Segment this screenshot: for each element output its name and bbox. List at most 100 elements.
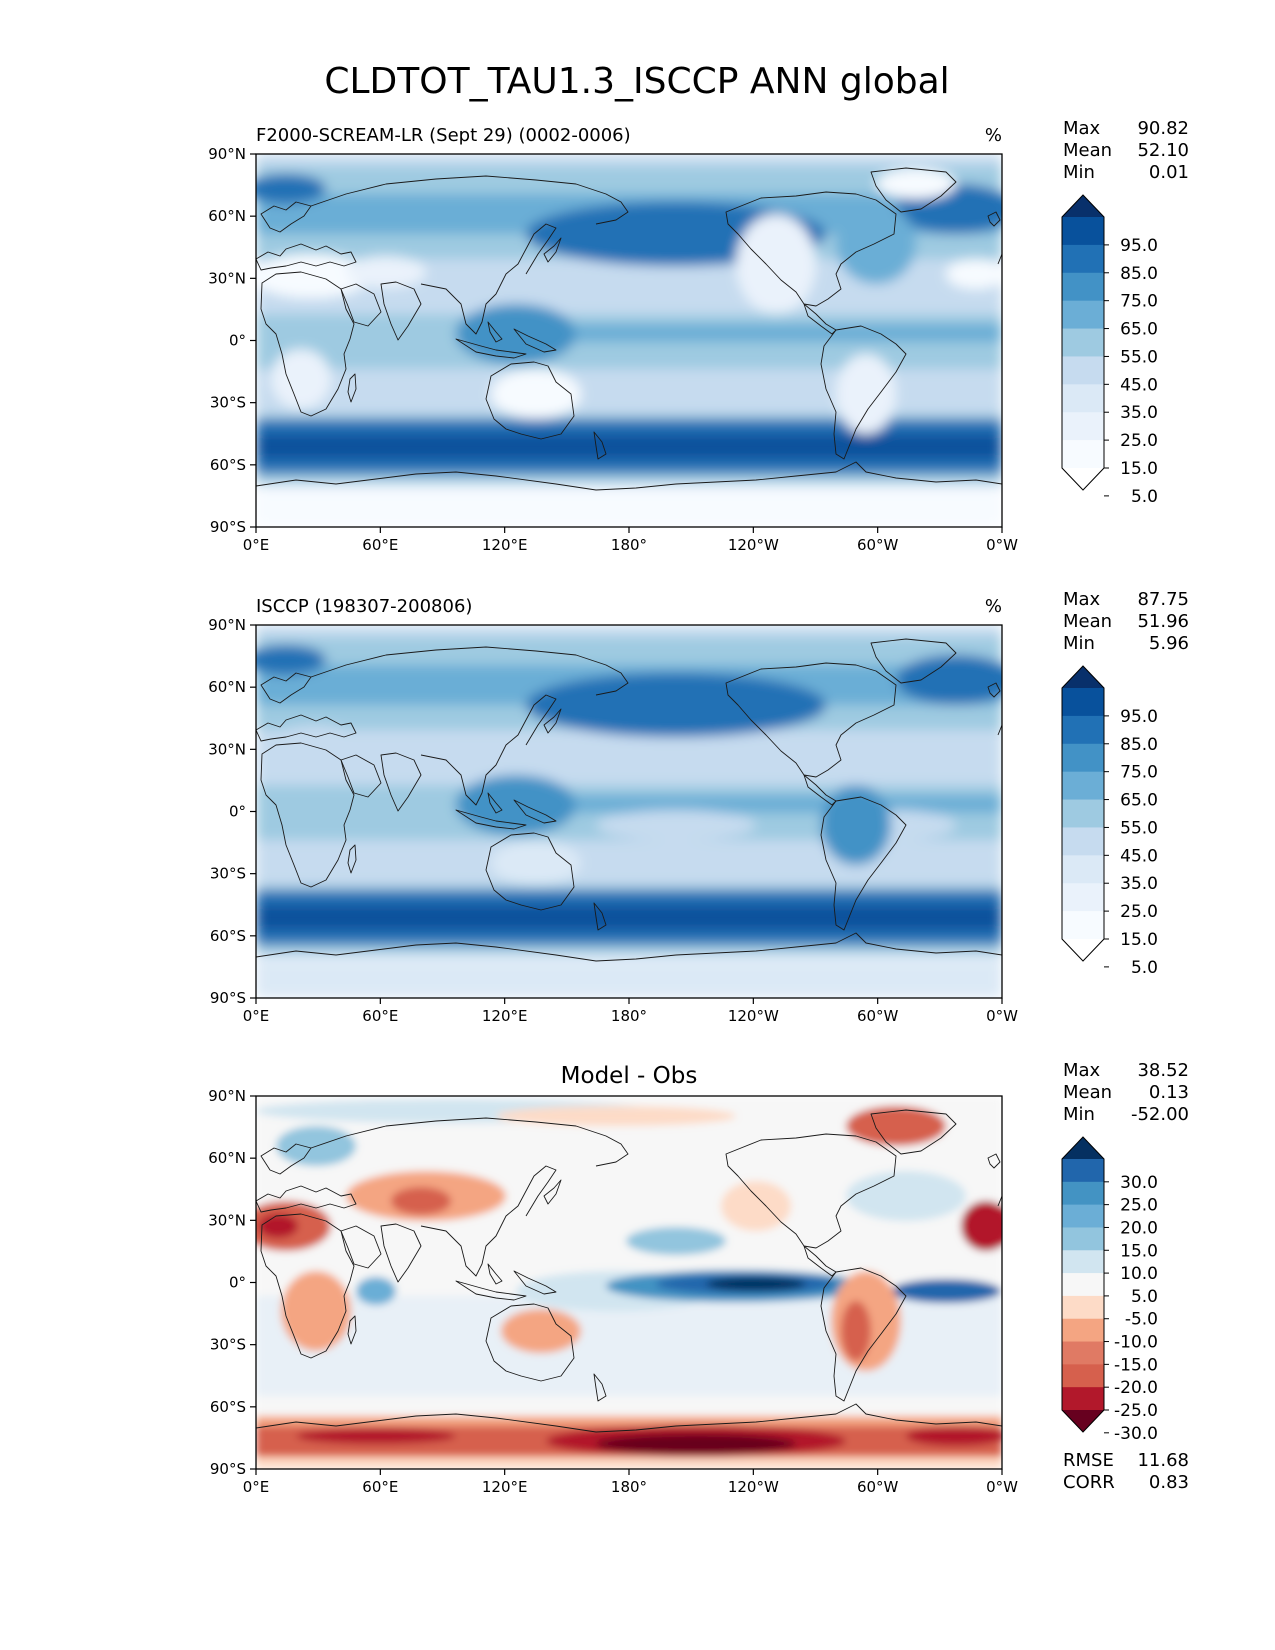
lat-tick-label: 60°N	[208, 207, 246, 225]
lon-tick-label: 0°E	[243, 1007, 270, 1025]
colorbar-label: 15.0	[1120, 459, 1158, 479]
stat-name: Max	[1063, 118, 1101, 139]
colorbar-segment	[1062, 1227, 1104, 1251]
lat-tick-label: 30°S	[210, 1336, 246, 1354]
panel-diff: Model - Obs	[255, 1063, 1003, 1470]
colorbar-label: 95.0	[1120, 236, 1158, 256]
lat-tick-label: 60°N	[208, 1149, 246, 1167]
colorbar-extend-top	[1062, 195, 1104, 217]
stat-name: Min	[1063, 162, 1095, 183]
stat-name: Mean	[1063, 140, 1112, 161]
colorbar-segment	[1062, 1364, 1104, 1388]
colorbar-segment	[1062, 328, 1104, 357]
stat-value: 5.96	[1149, 633, 1189, 654]
colorbar-segment	[1062, 440, 1104, 469]
colorbar-label: 25.0	[1120, 902, 1158, 922]
colorbar-label: 25.0	[1120, 1196, 1158, 1216]
lon-tick-label: 180°	[611, 1007, 647, 1025]
lon-tick-label: 0°W	[986, 536, 1018, 554]
colorbar-label: 5.0	[1131, 958, 1158, 978]
lon-tick-label: 120°W	[728, 1478, 779, 1496]
colorbar-label: 35.0	[1120, 403, 1158, 423]
lat-tick-label: 90°S	[210, 1460, 246, 1478]
stat-name: RMSE	[1063, 1450, 1114, 1471]
colorbar-segment	[1062, 827, 1104, 856]
colorbar-label: 85.0	[1120, 735, 1158, 755]
lon-tick-label: 60°W	[857, 536, 899, 554]
colorbar-label: 10.0	[1120, 1264, 1158, 1284]
colorbar-segment	[1062, 1250, 1104, 1274]
lon-tick-label: 180°	[611, 536, 647, 554]
colorbar-segment	[1062, 300, 1104, 330]
colorbar-segment	[1062, 688, 1104, 717]
colorbar-label: 15.0	[1120, 930, 1158, 950]
colorbar-label: 65.0	[1120, 320, 1158, 340]
units-label: %	[985, 125, 1002, 146]
lon-tick-label: 120°W	[728, 1007, 779, 1025]
lon-tick-label: 0°E	[243, 1478, 270, 1496]
lon-tick-label: 120°E	[482, 536, 528, 554]
lat-tick-label: 30°N	[208, 740, 246, 758]
lat-tick-label: 0°	[229, 803, 246, 821]
colorbar-label: 35.0	[1120, 874, 1158, 894]
colorbar-segment	[1062, 1273, 1104, 1297]
units-label: %	[985, 596, 1002, 617]
stat-value: 90.82	[1137, 118, 1189, 139]
colorbar-segment	[1062, 1204, 1104, 1228]
map-field	[256, 1096, 1002, 1469]
lon-tick-label: 0°W	[986, 1007, 1018, 1025]
colorbar-label: 65.0	[1120, 791, 1158, 811]
lon-tick-label: 60°E	[362, 1007, 398, 1025]
colorbar-segment	[1062, 272, 1104, 302]
colorbar-segment	[1062, 1341, 1104, 1365]
lat-tick-label: 90°N	[208, 616, 246, 634]
colorbar-extend-bottom	[1062, 1410, 1104, 1432]
colorbar-label: 55.0	[1120, 818, 1158, 838]
colorbar-segment	[1062, 412, 1104, 441]
colorbar-segment	[1062, 855, 1104, 884]
lat-tick-label: 90°S	[210, 989, 246, 1007]
colorbar-label: 75.0	[1120, 292, 1158, 312]
colorbar-segment	[1062, 799, 1104, 828]
lat-tick-label: 30°N	[208, 1211, 246, 1229]
colorbar-label: 20.0	[1120, 1218, 1158, 1238]
stat-name: Min	[1063, 633, 1095, 654]
colorbar-label: 45.0	[1120, 846, 1158, 866]
lon-tick-label: 180°	[611, 1478, 647, 1496]
lat-tick-label: 0°	[229, 1274, 246, 1292]
colorbar-label: -15.0	[1114, 1355, 1158, 1375]
colorbar-segment	[1062, 1318, 1104, 1343]
colorbar-segment	[1062, 771, 1104, 801]
panel-side-diff: Max 38.52 Mean 0.13 Min -52.00 30.0 25.020.0 15.…	[1061, 1060, 1189, 1493]
panel-title: Model - Obs	[561, 1063, 698, 1089]
lon-tick-label: 120°E	[482, 1007, 528, 1025]
colorbar-label: 85.0	[1120, 264, 1158, 284]
colorbar-label: 55.0	[1120, 347, 1158, 367]
stat-value: 0.01	[1149, 162, 1189, 183]
colorbar-segment	[1062, 1181, 1104, 1206]
colorbar-label: -5.0	[1125, 1310, 1158, 1330]
colorbar-segment	[1062, 743, 1104, 773]
colorbar-label: 25.0	[1120, 431, 1158, 451]
colorbar-label: 95.0	[1120, 707, 1158, 727]
lat-tick-label: 90°S	[210, 518, 246, 536]
panel-label: F2000-SCREAM-LR (Sept 29) (0002-0006)	[256, 125, 631, 146]
panel-obs: ISCCP (198307-200806) %	[255, 596, 1003, 999]
map-field	[256, 625, 1002, 998]
colorbar-label: -25.0	[1114, 1401, 1158, 1421]
colorbar-segment	[1062, 356, 1104, 385]
stat-value: 51.96	[1137, 611, 1189, 632]
lat-tick-label: 30°S	[210, 394, 246, 412]
stat-value: 87.75	[1137, 589, 1189, 610]
stat-name: Max	[1063, 589, 1101, 610]
panel-side-model: Max 90.82 Mean 52.10 Min 0.01 95.0 85.0 75.0 65.0…	[1061, 118, 1189, 507]
stat-name: Mean	[1063, 611, 1112, 632]
lon-tick-label: 60°E	[362, 536, 398, 554]
lon-tick-label: 60°E	[362, 1478, 398, 1496]
lat-tick-label: 60°S	[210, 456, 246, 474]
lon-tick-label: 60°W	[857, 1478, 899, 1496]
colorbar-extend-bottom	[1062, 468, 1104, 490]
lat-tick-label: 30°S	[210, 865, 246, 883]
colorbar-extend-top	[1062, 1137, 1104, 1159]
